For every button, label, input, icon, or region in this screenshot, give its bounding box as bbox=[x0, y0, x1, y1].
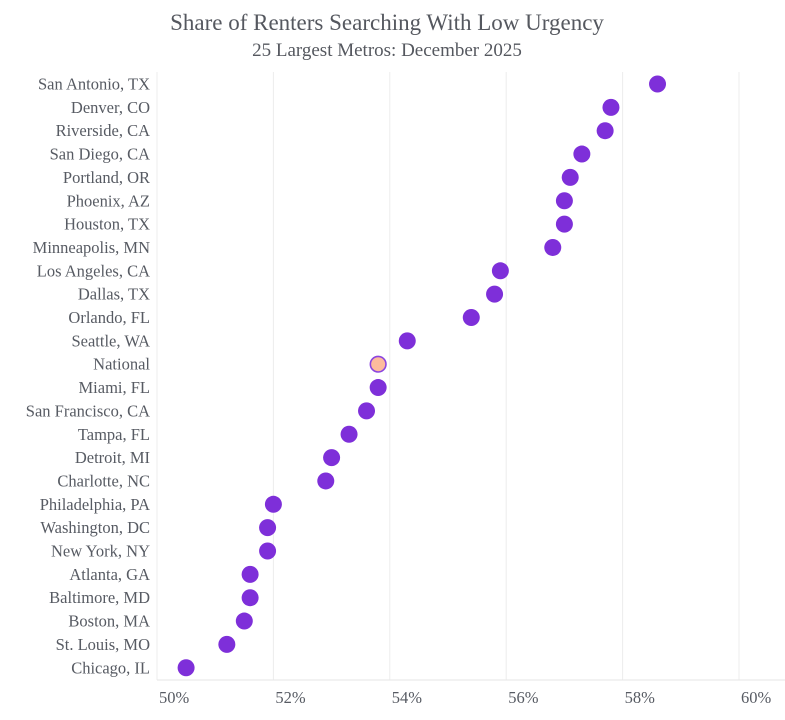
data-point bbox=[544, 238, 562, 256]
data-point bbox=[398, 332, 416, 350]
data-point bbox=[555, 215, 573, 233]
category-label: National bbox=[93, 355, 150, 374]
category-label: Washington, DC bbox=[40, 518, 150, 537]
data-point bbox=[602, 98, 620, 116]
category-label: Houston, TX bbox=[64, 215, 150, 234]
data-point bbox=[358, 402, 376, 420]
category-label: Dallas, TX bbox=[78, 285, 150, 304]
category-label: San Francisco, CA bbox=[26, 401, 150, 420]
data-point bbox=[462, 309, 480, 326]
x-axis-ticks: 50% 52% 54% 56% 58% 60% bbox=[159, 688, 772, 707]
category-label: Minneapolis, MN bbox=[33, 238, 150, 257]
chart-title: Share of Renters Searching With Low Urge… bbox=[170, 10, 604, 35]
category-label: San Antonio, TX bbox=[38, 75, 150, 94]
chart-subtitle: 25 Largest Metros: December 2025 bbox=[252, 40, 522, 61]
data-point bbox=[241, 589, 259, 607]
data-point bbox=[235, 612, 253, 630]
category-label: Baltimore, MD bbox=[49, 588, 150, 607]
data-point bbox=[555, 192, 573, 210]
data-point bbox=[241, 565, 259, 583]
x-tick-label: 50% bbox=[159, 688, 190, 707]
category-label: Riverside, CA bbox=[56, 121, 150, 140]
x-tick-label: 58% bbox=[625, 688, 656, 707]
data-point bbox=[561, 168, 579, 186]
data-point bbox=[177, 659, 195, 677]
data-point bbox=[596, 122, 614, 140]
category-label: New York, NY bbox=[51, 542, 150, 561]
category-label: Denver, CO bbox=[71, 98, 150, 117]
data-point bbox=[486, 285, 504, 303]
data-point bbox=[369, 379, 387, 397]
category-label: Boston, MA bbox=[68, 612, 150, 631]
category-label: St. Louis, MO bbox=[56, 635, 151, 654]
data-point bbox=[218, 635, 236, 653]
category-label: Miami, FL bbox=[78, 378, 150, 397]
category-label: Atlanta, GA bbox=[69, 565, 150, 584]
gridlines bbox=[156, 72, 740, 680]
data-point bbox=[340, 425, 358, 443]
y-axis-labels: San Antonio, TX Denver, CO Riverside, CA Sa… bbox=[26, 75, 151, 678]
data-points bbox=[177, 75, 667, 677]
category-label: Detroit, MI bbox=[75, 448, 150, 467]
data-point bbox=[323, 449, 341, 467]
category-label: Los Angeles, CA bbox=[37, 261, 150, 280]
data-point bbox=[264, 495, 282, 513]
data-point-national bbox=[369, 355, 387, 373]
x-tick-label: 54% bbox=[392, 688, 423, 707]
category-label: Tampa, FL bbox=[78, 425, 150, 444]
data-point bbox=[649, 75, 667, 93]
data-point bbox=[259, 519, 277, 537]
category-label: Seattle, WA bbox=[71, 331, 150, 350]
x-tick-label: 60% bbox=[741, 688, 772, 707]
data-point bbox=[573, 145, 591, 163]
category-label: Phoenix, AZ bbox=[67, 191, 150, 210]
category-label: Portland, OR bbox=[63, 168, 150, 187]
data-point bbox=[491, 262, 509, 280]
data-point bbox=[259, 542, 277, 560]
category-label: Chicago, IL bbox=[71, 658, 150, 677]
category-label: Philadelphia, PA bbox=[40, 495, 150, 514]
category-label: Orlando, FL bbox=[68, 308, 150, 327]
data-point bbox=[317, 472, 335, 490]
x-tick-label: 56% bbox=[508, 688, 539, 707]
x-tick-label: 52% bbox=[275, 688, 306, 707]
category-label: Charlotte, NC bbox=[57, 471, 150, 490]
category-label: San Diego, CA bbox=[50, 145, 150, 164]
